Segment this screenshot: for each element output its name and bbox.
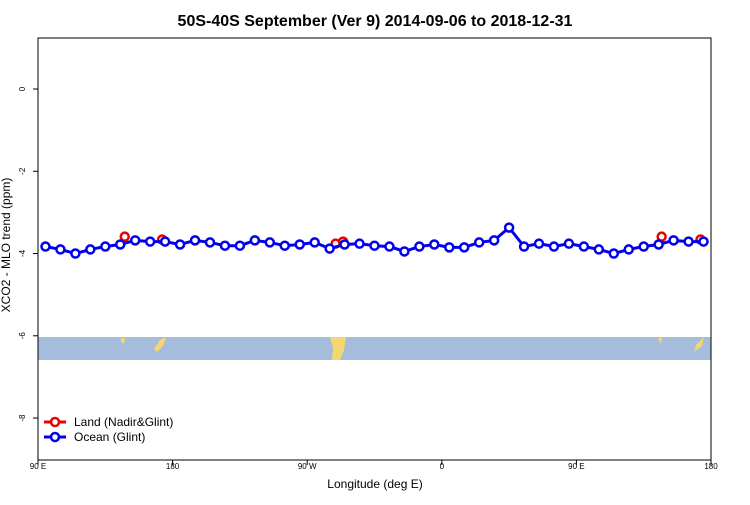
- data-point: [100, 241, 111, 252]
- data-point: [384, 241, 395, 252]
- data-point: [309, 237, 320, 248]
- land-blob: [694, 337, 704, 352]
- x-tick-label: 180: [166, 462, 180, 471]
- data-point: [638, 241, 649, 252]
- data-point: [369, 240, 380, 251]
- data-point: [593, 244, 605, 255]
- data-point: [698, 236, 709, 247]
- y-tick-label: -6: [18, 332, 27, 340]
- y-tick-label: -2: [18, 167, 27, 175]
- data-point: [473, 237, 485, 248]
- data-point: [144, 236, 156, 247]
- y-axis-label: XCO2 - MLO trend (ppm): [0, 178, 13, 313]
- data-point: [115, 239, 126, 250]
- data-point: [458, 242, 470, 253]
- data-point: [234, 240, 246, 251]
- land-blob: [658, 338, 662, 344]
- data-point: [399, 246, 410, 257]
- data-point: [563, 238, 575, 249]
- data-point: [503, 222, 515, 233]
- land-blob: [121, 338, 125, 344]
- legend-marker: [49, 416, 61, 428]
- land-blob: [330, 337, 346, 360]
- data-point: [623, 244, 634, 255]
- data-point: [444, 242, 455, 253]
- data-point: [264, 237, 276, 248]
- x-tick-label: 90 E: [568, 462, 584, 471]
- data-point: [294, 239, 305, 250]
- legend-label: Ocean (Glint): [74, 430, 145, 444]
- y-tick-label: -8: [18, 414, 27, 422]
- data-point: [324, 243, 335, 254]
- data-point: [578, 241, 590, 252]
- data-point: [219, 240, 231, 251]
- y-tick-label: -4: [18, 249, 27, 257]
- data-point: [129, 235, 141, 246]
- data-point: [249, 235, 261, 246]
- x-tick-label: 0: [440, 462, 445, 471]
- data-point: [683, 236, 694, 247]
- map-strip: [38, 337, 711, 360]
- data-point: [548, 241, 560, 252]
- y-tick-label: 0: [18, 86, 27, 91]
- data-point: [279, 240, 291, 251]
- data-point: [668, 235, 679, 246]
- data-point: [55, 244, 66, 255]
- data-point: [189, 235, 201, 246]
- x-tick-label: 90 W: [298, 462, 317, 471]
- data-point: [85, 244, 96, 255]
- data-point: [608, 248, 620, 259]
- legend-marker: [49, 431, 61, 443]
- x-tick-label: 180: [704, 462, 718, 471]
- data-point: [414, 241, 425, 252]
- data-point: [429, 239, 440, 250]
- data-point: [354, 238, 365, 249]
- data-point: [339, 239, 350, 250]
- data-point: [119, 231, 130, 242]
- data-point: [70, 248, 81, 259]
- x-axis-label: Longitude (deg E): [327, 477, 422, 491]
- data-point: [159, 236, 171, 247]
- ocean-strip: [38, 337, 711, 360]
- x-tick-label: 90 E: [30, 462, 46, 471]
- data-point: [518, 241, 530, 252]
- land-blob: [154, 337, 166, 352]
- chart-title: 50S-40S September (Ver 9) 2014-09-06 to …: [178, 13, 573, 30]
- data-point: [488, 235, 500, 246]
- plot-frame: [37, 37, 712, 461]
- data-point: [40, 241, 51, 252]
- data-point: [653, 239, 664, 250]
- data-point: [174, 239, 186, 250]
- legend-label: Land (Nadir&Glint): [74, 415, 173, 429]
- data-point: [533, 238, 545, 249]
- data-point: [204, 237, 216, 248]
